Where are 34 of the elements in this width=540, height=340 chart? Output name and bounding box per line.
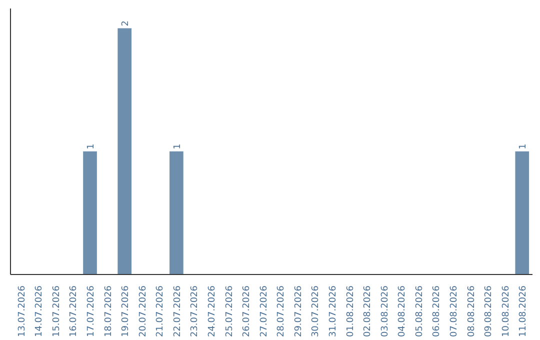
x-tick-label: 23.07.2026	[190, 285, 200, 338]
x-tick-label: 11.08.2026	[518, 285, 529, 338]
x-tick-label: 20.07.2026	[138, 285, 148, 338]
x-tick-label: 19.07.2026	[121, 285, 132, 338]
x-tick-label: 07.08.2026	[449, 285, 460, 338]
x-tick-label: 29.07.2026	[294, 285, 304, 338]
x-tick-label: 27.07.2026	[259, 285, 270, 338]
x-tick-label: 26.07.2026	[242, 285, 252, 338]
x-tick-label: 06.08.2026	[432, 285, 442, 338]
x-tick-label: 31.07.2026	[328, 285, 338, 338]
x-tick-label: 17.07.2026	[86, 285, 97, 338]
x-tick-label: 03.08.2026	[380, 285, 390, 338]
x-tick-label: 09.08.2026	[484, 285, 494, 338]
data-label: 1	[518, 144, 529, 150]
x-tick-label: 01.08.2026	[346, 285, 356, 338]
data-label: 1	[86, 144, 97, 150]
x-tick-label: 04.08.2026	[398, 285, 408, 338]
x-tick-label: 15.07.2026	[52, 285, 62, 338]
x-tick-label: 16.07.2026	[69, 285, 80, 338]
x-tick-label: 30.07.2026	[311, 285, 322, 338]
x-tick-label: 10.08.2026	[501, 285, 512, 338]
x-tick-label: 18.07.2026	[104, 285, 114, 338]
x-tick-label: 13.07.2026	[17, 285, 28, 338]
x-tick-label: 25.07.2026	[224, 285, 235, 338]
x-tick-label: 21.07.2026	[156, 285, 166, 338]
x-tick-label: 08.08.2026	[466, 285, 477, 338]
x-tick-label: 14.07.2026	[34, 285, 45, 338]
x-tick-label: 02.08.2026	[363, 285, 374, 338]
data-label: 1	[172, 144, 183, 150]
x-tick-label: 28.07.2026	[276, 285, 287, 338]
x-tick-label: 22.07.2026	[172, 285, 183, 338]
x-tick-label: 24.07.2026	[208, 285, 218, 338]
x-tick-label: 05.08.2026	[414, 285, 425, 338]
data-label: 2	[121, 20, 132, 26]
